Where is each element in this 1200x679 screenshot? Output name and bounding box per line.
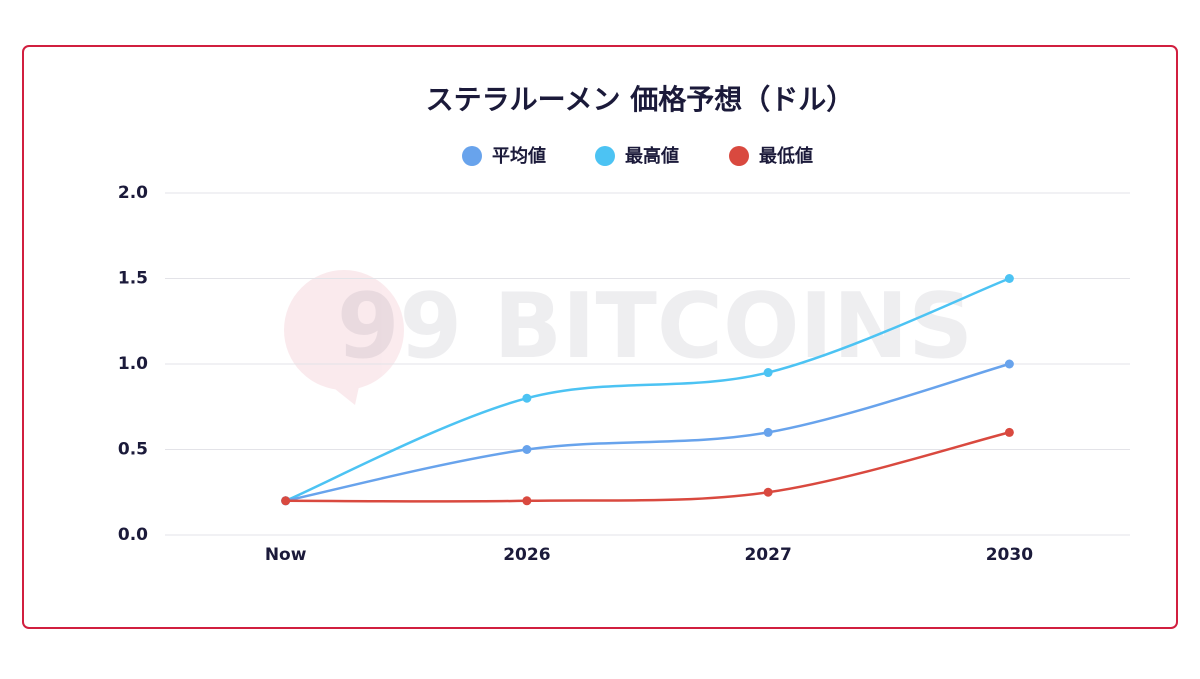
line	[285, 431, 1010, 503]
y-tick-label: 1.0	[118, 354, 148, 374]
point	[522, 496, 532, 506]
point	[763, 427, 773, 437]
point	[763, 368, 773, 378]
y-tick-label: 1.5	[118, 269, 148, 289]
legend-swatch	[462, 146, 482, 166]
x-tick-label: 2027	[744, 545, 791, 565]
point	[1004, 359, 1014, 369]
line	[285, 277, 1010, 502]
watermark-logo	[284, 270, 404, 405]
legend-label: 平均値	[492, 145, 546, 167]
point	[522, 393, 532, 403]
x-tick-label: Now	[265, 545, 307, 565]
point	[281, 496, 291, 506]
point	[763, 487, 773, 497]
y-tick-label: 2.0	[118, 183, 148, 203]
legend-swatch	[729, 146, 749, 166]
legend-swatch	[595, 146, 615, 166]
point	[522, 445, 532, 454]
x-tick-label: 2030	[986, 545, 1033, 565]
point	[1004, 274, 1014, 283]
line	[285, 362, 1010, 503]
y-tick-label: 0.5	[118, 440, 148, 460]
frame	[22, 45, 1178, 629]
point	[1004, 427, 1014, 437]
chart-title: ステラルーメン 価格予想（ドル）	[426, 83, 855, 116]
legend-label: 最高値	[625, 145, 679, 167]
y-tick-label: 0.0	[118, 525, 148, 545]
watermark: 99 BITCOINS	[337, 274, 973, 379]
legend-label: 最低値	[759, 145, 813, 167]
x-tick-label: 2026	[503, 545, 550, 565]
